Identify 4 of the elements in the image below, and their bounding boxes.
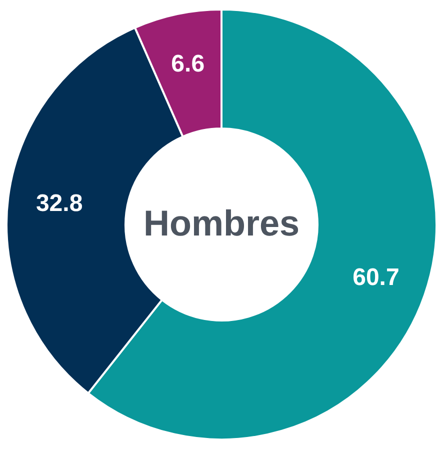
data-label: 60.7 — [352, 264, 400, 292]
data-label: 32.8 — [36, 190, 83, 217]
data-label: 6.6 — [171, 50, 205, 78]
text: Hombres — [143, 202, 300, 244]
